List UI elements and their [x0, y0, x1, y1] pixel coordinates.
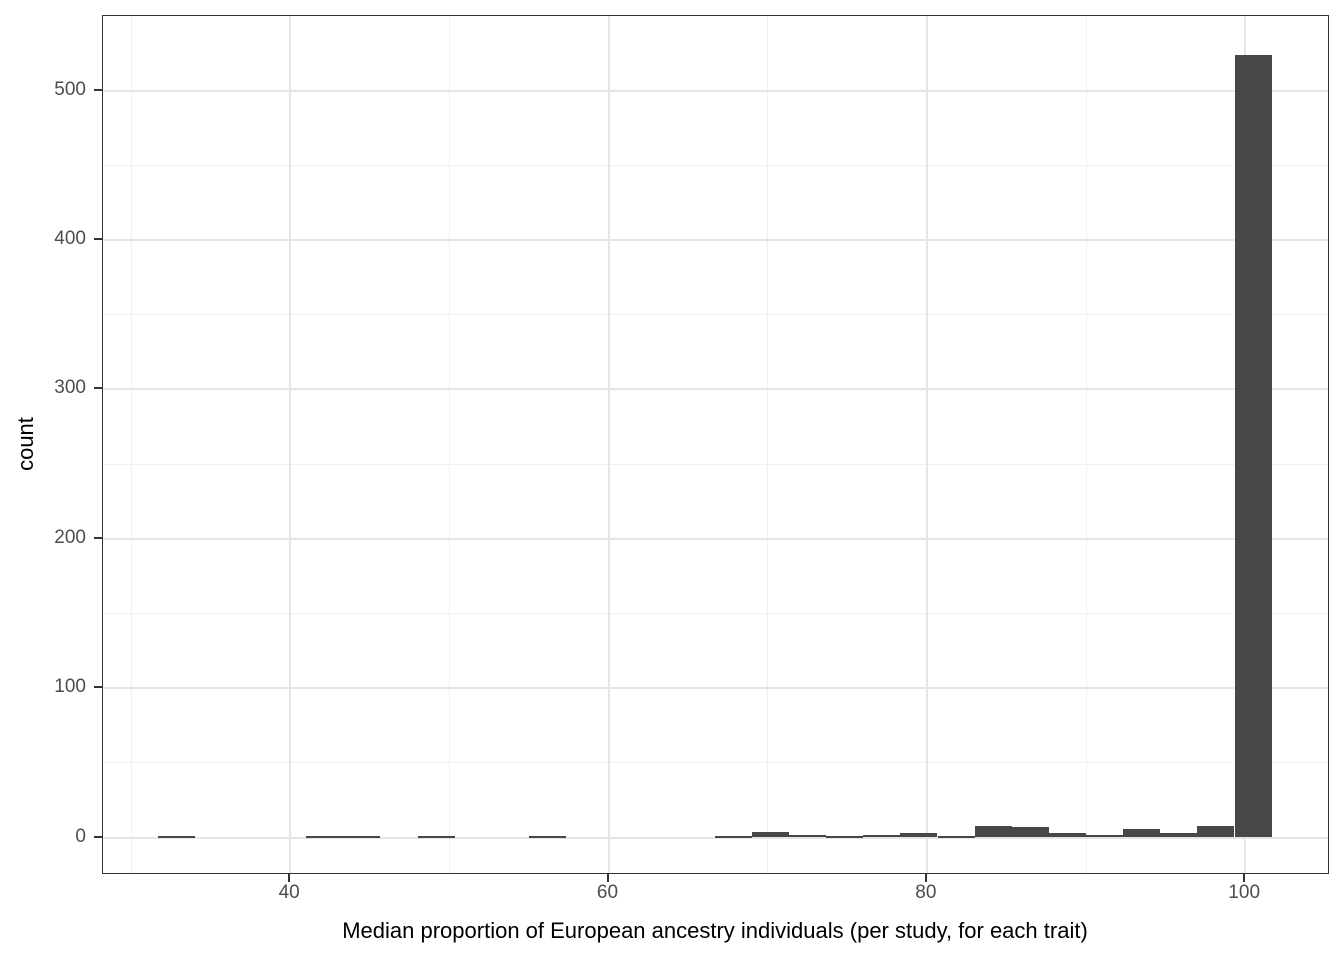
histogram-bar: [417, 836, 455, 838]
y-major-gridline: [103, 537, 1328, 540]
x-minor-gridline: [1085, 16, 1087, 873]
histogram-bar: [826, 836, 864, 838]
y-tick-label: 300: [54, 377, 86, 399]
y-major-gridline: [103, 238, 1328, 241]
histogram-bar: [1048, 833, 1086, 838]
x-tick-label: 80: [915, 882, 937, 903]
y-minor-gridline: [103, 463, 1328, 465]
histogram-bar: [714, 836, 752, 838]
y-tick-mark: [94, 536, 102, 539]
y-axis-title: count: [13, 417, 38, 471]
histogram-bar: [528, 836, 566, 838]
x-major-gridline: [607, 16, 610, 873]
x-minor-gridline: [767, 16, 769, 873]
y-tick-mark: [94, 237, 102, 240]
histogram-bar: [751, 831, 789, 838]
y-major-gridline: [103, 836, 1328, 839]
y-tick-label: 200: [54, 526, 86, 548]
y-major-gridline: [103, 687, 1328, 690]
x-tick-mark: [1243, 874, 1246, 882]
y-minor-gridline: [103, 612, 1328, 614]
y-minor-gridline: [103, 762, 1328, 764]
y-minor-gridline: [103, 164, 1328, 166]
histogram-bar: [1011, 827, 1049, 838]
x-minor-gridline: [448, 16, 450, 873]
plot-panel: [102, 15, 1329, 874]
x-axis-title: Median proportion of European ancestry i…: [342, 918, 1088, 943]
y-tick-mark: [94, 835, 102, 838]
histogram-bar: [974, 825, 1012, 838]
histogram-bar: [343, 836, 381, 838]
histogram-bar: [306, 836, 344, 838]
histogram-bar: [900, 833, 938, 838]
y-tick-label: 500: [54, 78, 86, 100]
x-tick-label: 60: [596, 882, 619, 903]
x-tick-mark: [288, 874, 291, 882]
x-major-gridline: [289, 16, 292, 873]
x-tick-mark: [924, 874, 927, 882]
y-minor-gridline: [103, 314, 1328, 316]
histogram-bar: [1123, 828, 1161, 838]
y-tick-label: 100: [54, 676, 86, 698]
y-tick-label: 0: [75, 825, 86, 847]
x-minor-gridline: [130, 16, 132, 873]
histogram-bar: [863, 834, 901, 838]
histogram-bar: [937, 836, 975, 838]
y-major-gridline: [103, 388, 1328, 391]
y-tick-mark: [94, 88, 102, 91]
histogram-bar: [1197, 825, 1235, 838]
histogram-bar: [157, 836, 195, 838]
x-tick-label: 40: [278, 882, 300, 903]
histogram-bar: [788, 834, 827, 838]
y-tick-mark: [94, 686, 102, 689]
y-tick-mark: [94, 387, 102, 390]
histogram-bar: [1160, 833, 1198, 838]
x-tick-label: 100: [1228, 882, 1261, 903]
x-major-gridline: [925, 16, 928, 873]
y-tick-label: 400: [54, 227, 86, 249]
histogram-bar: [1234, 54, 1272, 838]
histogram-bar: [1086, 834, 1124, 838]
x-tick-mark: [606, 874, 609, 882]
y-major-gridline: [103, 89, 1328, 92]
